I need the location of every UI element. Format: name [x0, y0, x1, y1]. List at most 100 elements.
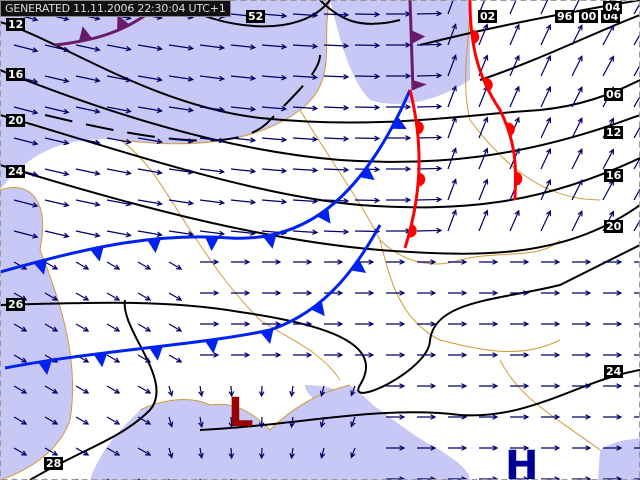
wind-arrow — [200, 321, 220, 327]
wind-arrow — [292, 43, 319, 50]
wind-arrow — [448, 445, 468, 451]
wind-arrow — [44, 323, 59, 332]
wind-arrow — [106, 416, 121, 425]
cold-front-triangle — [78, 26, 93, 42]
wind-arrow — [385, 166, 412, 172]
warm-front — [468, 0, 518, 201]
wind-arrow — [447, 116, 457, 139]
cold-front-triangle — [205, 236, 220, 252]
wind-arrow — [416, 196, 443, 203]
shading-aegean — [598, 438, 640, 480]
wind-arrow — [199, 230, 226, 237]
wind-arrow — [350, 416, 356, 428]
wind-arrow — [106, 292, 121, 301]
wind-arrow — [228, 416, 235, 429]
wind-arrow — [230, 168, 257, 174]
wind-arrow — [44, 168, 70, 177]
wind-arrow — [230, 199, 257, 205]
cold-front-triangle — [33, 259, 48, 275]
wind-arrow — [137, 385, 152, 394]
wind-arrow — [44, 106, 70, 115]
wind-arrow — [634, 447, 640, 449]
warm-front-semicircle — [505, 122, 515, 137]
wind-arrow — [13, 199, 39, 208]
isobar — [0, 301, 431, 394]
wind-arrow — [572, 290, 592, 296]
wind-arrow — [44, 44, 70, 53]
wind-arrow — [633, 157, 640, 170]
cold-front-triangle — [412, 79, 427, 90]
wind-arrow — [289, 447, 295, 460]
wind-arrow — [323, 12, 350, 18]
wind-arrow — [230, 230, 257, 236]
cold-front-triangle — [260, 328, 274, 345]
wind-arrow — [199, 137, 226, 144]
wind-arrow — [603, 321, 623, 327]
wind-arrow — [106, 447, 121, 456]
wind-arrow — [44, 137, 70, 146]
isobar-label: 52 — [246, 10, 266, 23]
isobar — [479, 14, 640, 81]
wind-arrow — [289, 416, 295, 429]
wind-arrow — [355, 352, 375, 358]
wind-arrow — [199, 199, 226, 206]
wind-arrow — [228, 447, 235, 460]
wind-arrow — [319, 385, 326, 397]
wind-arrow — [416, 41, 443, 48]
cold-front-triangle — [316, 208, 331, 224]
wind-arrow — [571, 86, 583, 108]
wind-arrow — [199, 106, 226, 113]
isobar-label: 12 — [604, 126, 624, 139]
wind-arrow — [571, 117, 583, 139]
wind-arrow — [106, 385, 121, 394]
wind-arrow — [572, 414, 592, 420]
wind-arrow — [603, 383, 623, 389]
wind-arrow — [323, 105, 350, 111]
wind-arrow — [75, 323, 90, 332]
wind-arrow — [289, 385, 295, 398]
wind-arrow — [75, 137, 101, 145]
wind-arrow — [261, 12, 288, 19]
wind-arrow — [540, 116, 552, 139]
occluded-front — [408, 0, 415, 91]
wind-arrow — [44, 447, 59, 456]
wind-arrow — [510, 259, 530, 265]
wind-arrow — [293, 290, 313, 296]
wind-arrow — [479, 321, 499, 327]
wind-arrow — [354, 73, 381, 80]
wind-arrow — [447, 54, 457, 77]
wind-arrow — [75, 261, 90, 270]
isobar — [0, 21, 640, 124]
wind-arrow — [230, 106, 257, 112]
wind-arrow — [167, 447, 174, 459]
wind-arrow — [261, 167, 288, 174]
wind-arrow — [386, 383, 406, 389]
isobar — [199, 369, 640, 431]
wind-arrow — [261, 43, 288, 50]
wind-arrow — [633, 219, 640, 232]
wind-arrow — [200, 290, 220, 296]
wind-arrow — [416, 227, 443, 234]
wind-arrow — [478, 85, 489, 108]
wind-arrow — [509, 0, 517, 15]
wind-arrow — [106, 106, 132, 114]
wind-arrow — [13, 230, 39, 239]
isobar-label: 20 — [6, 114, 26, 127]
isobar-label: 28 — [44, 457, 64, 470]
wind-arrow — [634, 323, 640, 325]
wind-arrow — [106, 261, 121, 270]
cold-front-triangle — [359, 166, 375, 181]
wind-arrow — [258, 385, 265, 398]
isobar — [0, 114, 640, 209]
wind-arrow — [75, 168, 101, 176]
wind-arrow — [478, 209, 489, 232]
cold-front-triangle — [410, 29, 426, 44]
wind-arrow — [200, 352, 220, 358]
trough-line — [44, 54, 321, 142]
isobar-label: 12 — [6, 18, 26, 31]
wind-arrow — [13, 447, 28, 456]
wind-arrow — [479, 259, 499, 265]
wind-arrow — [198, 416, 204, 429]
